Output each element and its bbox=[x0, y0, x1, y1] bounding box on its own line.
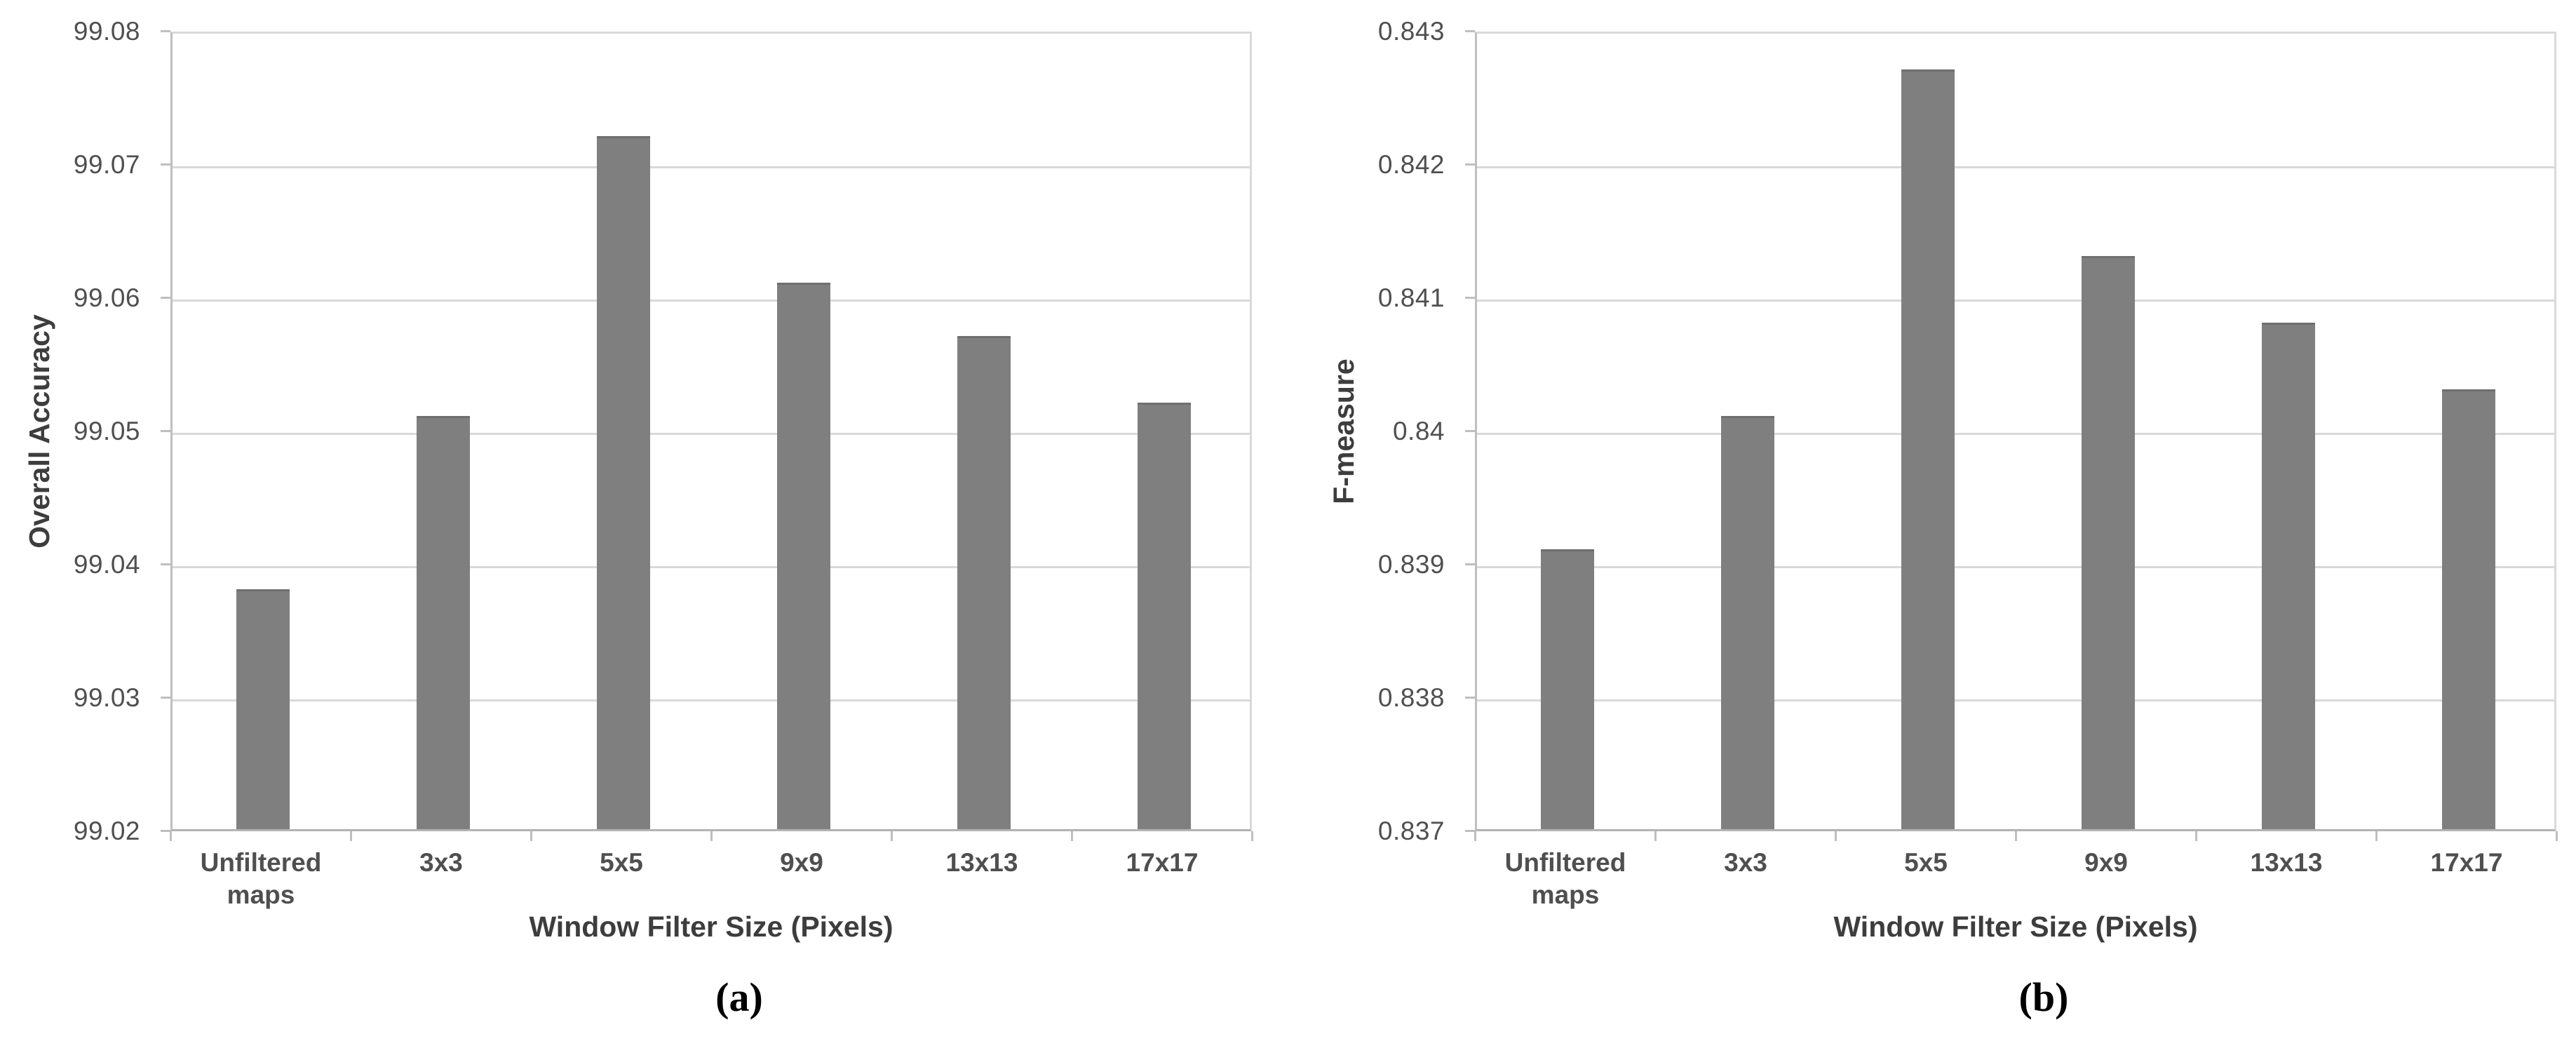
bar-unfiltered-maps bbox=[236, 589, 290, 829]
x-tick-label: Unfiltered maps bbox=[200, 848, 322, 909]
bar-3x3 bbox=[1721, 416, 1774, 829]
x-axis-tick bbox=[530, 831, 532, 841]
y-tick-label: 99.05 bbox=[73, 417, 140, 445]
bar-5x5 bbox=[1901, 69, 1955, 829]
x-axis-tick bbox=[710, 831, 713, 841]
x-tick-label: 5x5 bbox=[600, 848, 643, 877]
gridline bbox=[173, 166, 1250, 168]
x-axis-title-b: Window Filter Size (Pixels) bbox=[1833, 911, 2198, 943]
y-axis-tick bbox=[1465, 30, 1475, 32]
bar-9x9 bbox=[2082, 256, 2135, 829]
bar-5x5 bbox=[597, 136, 650, 829]
y-axis-tick bbox=[1465, 163, 1475, 166]
y-axis-tick bbox=[161, 430, 170, 432]
y-tick-label: 0.839 bbox=[1377, 550, 1445, 579]
y-tick-label: 0.838 bbox=[1377, 683, 1445, 712]
gridline bbox=[173, 699, 1250, 701]
x-tick-label: 3x3 bbox=[1724, 848, 1767, 877]
x-tick-label: 9x9 bbox=[2084, 848, 2128, 877]
gridline bbox=[1477, 433, 2554, 435]
x-tick-label: 5x5 bbox=[1904, 848, 1948, 877]
y-axis-tick bbox=[161, 163, 170, 166]
x-tick-label: 17x17 bbox=[2430, 848, 2503, 877]
y-axis-tick bbox=[1465, 297, 1475, 299]
x-tick-label: 13x13 bbox=[945, 848, 1018, 877]
y-axis-tick bbox=[1465, 830, 1475, 832]
y-tick-label: 99.02 bbox=[73, 817, 140, 845]
x-axis-tick bbox=[170, 831, 172, 841]
y-axis-tick bbox=[161, 30, 170, 32]
gridline bbox=[1477, 566, 2554, 568]
gridline bbox=[173, 433, 1250, 435]
y-axis-tick bbox=[161, 563, 170, 565]
gridline bbox=[1477, 166, 2554, 168]
bar-13x13 bbox=[2262, 323, 2315, 829]
x-axis-tick bbox=[350, 831, 352, 841]
y-axis-tick bbox=[161, 830, 170, 832]
y-tick-label: 99.04 bbox=[73, 550, 140, 579]
bar-13x13 bbox=[957, 336, 1011, 829]
y-axis-tick bbox=[161, 297, 170, 299]
x-axis-tick bbox=[2015, 831, 2017, 841]
y-tick-label: 0.84 bbox=[1392, 417, 1445, 445]
y-axis-tick bbox=[161, 697, 170, 699]
bar-unfiltered-maps bbox=[1541, 549, 1594, 829]
x-axis-tick bbox=[1835, 831, 1837, 841]
gridline bbox=[173, 566, 1250, 568]
y-tick-label: 0.837 bbox=[1377, 817, 1445, 845]
x-axis-tick bbox=[1654, 831, 1657, 841]
gridline bbox=[1477, 300, 2554, 302]
caption-b: (b) bbox=[2018, 974, 2069, 1020]
y-tick-label: 0.843 bbox=[1377, 17, 1445, 46]
x-axis-tick bbox=[1071, 831, 1073, 841]
y-tick-label: 99.03 bbox=[73, 683, 140, 712]
x-axis-title-a: Window Filter Size (Pixels) bbox=[529, 911, 893, 943]
y-axis-tick bbox=[1465, 697, 1475, 699]
bar-17x17 bbox=[1138, 403, 1191, 829]
y-axis-tick bbox=[1465, 563, 1475, 565]
y-axis-tick bbox=[1465, 430, 1475, 432]
x-axis-tick bbox=[2195, 831, 2197, 841]
y-tick-label: 0.842 bbox=[1377, 150, 1445, 179]
y-tick-label: 99.07 bbox=[73, 150, 140, 179]
x-tick-label: 3x3 bbox=[419, 848, 463, 877]
x-tick-label: 13x13 bbox=[2250, 848, 2323, 877]
x-tick-label: 9x9 bbox=[780, 848, 823, 877]
plot-area-b bbox=[1475, 32, 2556, 831]
x-axis-tick bbox=[2556, 831, 2558, 841]
y-tick-label: 0.841 bbox=[1377, 283, 1445, 312]
gridline bbox=[173, 300, 1250, 302]
x-axis-tick bbox=[891, 831, 893, 841]
gridline bbox=[1477, 699, 2554, 701]
caption-a: (a) bbox=[715, 974, 763, 1020]
x-axis-tick bbox=[1474, 831, 1476, 841]
x-axis-tick bbox=[2375, 831, 2378, 841]
y-tick-label: 99.08 bbox=[73, 17, 140, 46]
bar-3x3 bbox=[417, 416, 470, 829]
x-tick-label: 17x17 bbox=[1126, 848, 1199, 877]
bar-17x17 bbox=[2442, 389, 2495, 829]
x-axis-tick bbox=[1251, 831, 1253, 841]
y-tick-label: 99.06 bbox=[73, 283, 140, 312]
x-tick-label: Unfiltered maps bbox=[1504, 848, 1626, 909]
plot-area-a bbox=[170, 32, 1252, 831]
bar-9x9 bbox=[777, 283, 830, 829]
